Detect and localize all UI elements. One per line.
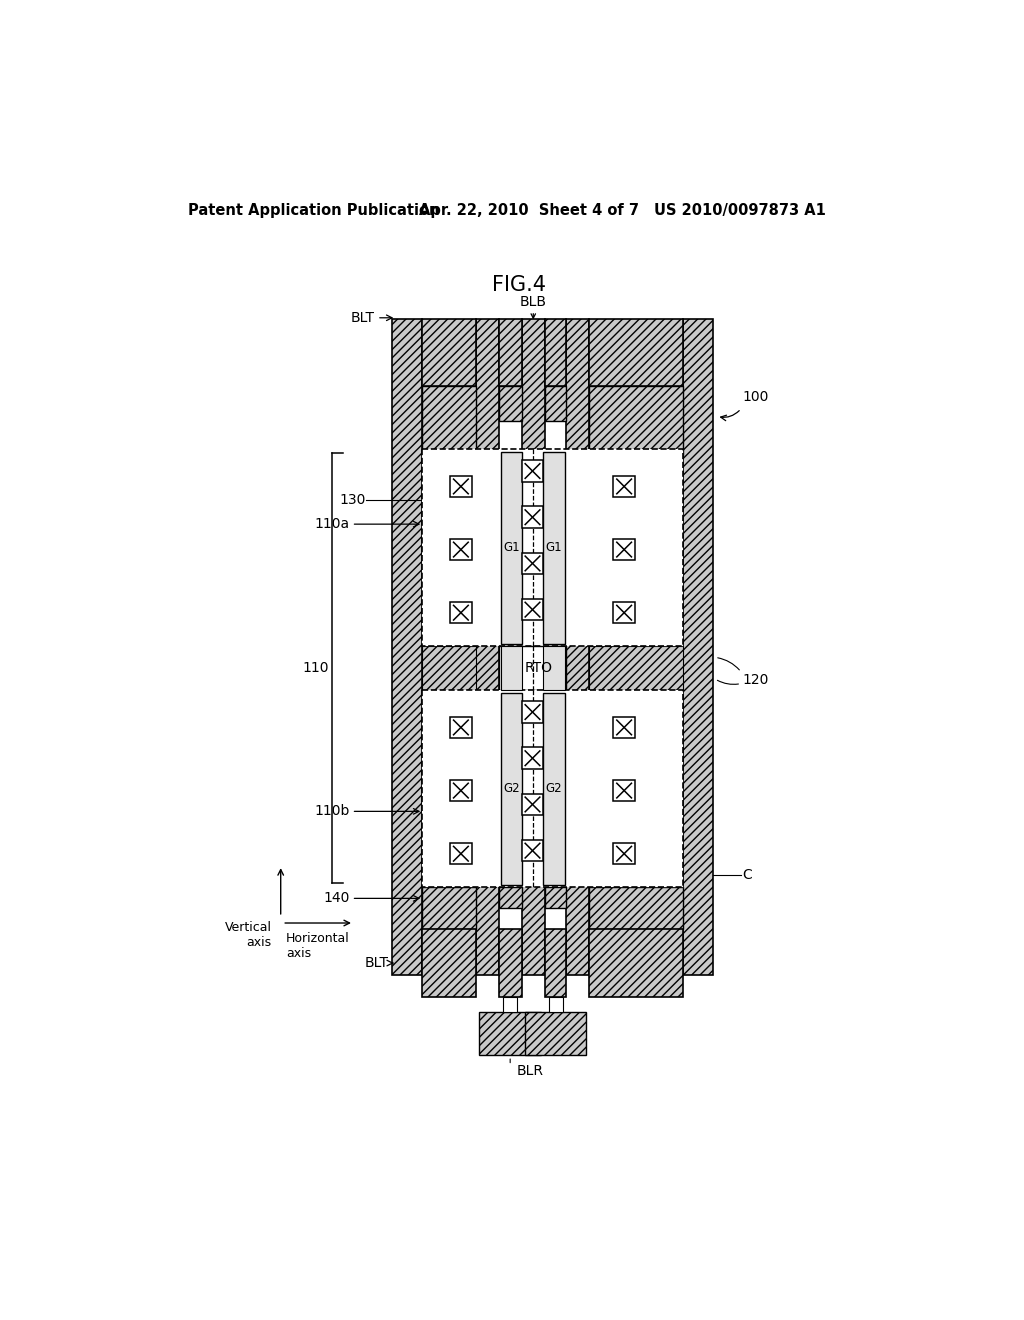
Bar: [613, 602, 635, 623]
Bar: [613, 780, 635, 801]
Bar: [524, 1012, 587, 1055]
Text: 130: 130: [339, 492, 366, 507]
Bar: [549, 997, 562, 1012]
Bar: [545, 929, 566, 997]
Text: BLB: BLB: [520, 296, 547, 309]
Bar: [590, 449, 683, 645]
Bar: [544, 451, 565, 644]
Bar: [503, 997, 517, 1012]
Text: Vertical
axis: Vertical axis: [224, 921, 271, 949]
Bar: [590, 645, 683, 690]
Bar: [476, 318, 500, 974]
Bar: [521, 793, 544, 816]
Bar: [500, 645, 566, 690]
Text: G2: G2: [504, 781, 520, 795]
Text: FIG.4: FIG.4: [493, 276, 547, 296]
Text: BLT: BLT: [365, 956, 388, 970]
Text: Apr. 22, 2010  Sheet 4 of 7: Apr. 22, 2010 Sheet 4 of 7: [419, 203, 639, 218]
Bar: [451, 717, 472, 738]
Text: 100: 100: [742, 391, 769, 404]
Bar: [451, 780, 472, 801]
Bar: [479, 1012, 541, 1055]
Text: 140: 140: [324, 891, 350, 906]
Bar: [590, 887, 683, 929]
Bar: [590, 690, 683, 887]
Bar: [451, 602, 472, 623]
Bar: [521, 747, 544, 770]
Bar: [521, 461, 544, 482]
Bar: [422, 449, 476, 645]
Bar: [521, 840, 544, 862]
Bar: [613, 843, 635, 865]
Bar: [521, 318, 545, 974]
Text: 110a: 110a: [315, 517, 350, 531]
Bar: [566, 318, 590, 974]
Bar: [422, 318, 476, 387]
Bar: [500, 318, 521, 387]
Bar: [545, 387, 566, 421]
Bar: [451, 539, 472, 560]
Bar: [451, 475, 472, 498]
Bar: [544, 693, 565, 884]
Text: 110: 110: [303, 661, 330, 675]
Text: G1: G1: [546, 541, 562, 554]
Text: BLR: BLR: [517, 1064, 544, 1078]
Bar: [545, 318, 566, 387]
Bar: [590, 929, 683, 997]
Text: G1: G1: [504, 541, 520, 554]
Bar: [521, 553, 544, 574]
Text: G2: G2: [546, 781, 562, 795]
Bar: [501, 693, 522, 884]
Bar: [422, 887, 476, 929]
Bar: [500, 929, 521, 997]
Bar: [422, 690, 683, 887]
Text: Patent Application Publication: Patent Application Publication: [188, 203, 440, 218]
Text: 120: 120: [742, 673, 769, 686]
Bar: [683, 318, 713, 974]
Bar: [422, 929, 476, 997]
Text: C: C: [742, 869, 753, 882]
Text: BLT: BLT: [350, 310, 375, 325]
Bar: [500, 387, 521, 421]
Text: US 2010/0097873 A1: US 2010/0097873 A1: [654, 203, 826, 218]
Bar: [521, 701, 544, 723]
Bar: [544, 645, 565, 690]
Bar: [613, 539, 635, 560]
Bar: [590, 387, 683, 455]
Bar: [500, 887, 521, 908]
Text: Horizontal
axis: Horizontal axis: [286, 932, 350, 960]
Bar: [521, 507, 544, 528]
Bar: [422, 690, 476, 887]
Text: RTO: RTO: [524, 661, 553, 675]
Bar: [422, 645, 476, 690]
Bar: [422, 387, 476, 455]
Bar: [590, 318, 683, 387]
Bar: [501, 451, 522, 644]
Bar: [501, 645, 522, 690]
Bar: [545, 887, 566, 908]
Bar: [451, 843, 472, 865]
Bar: [613, 717, 635, 738]
Text: 110b: 110b: [314, 804, 350, 818]
Bar: [521, 599, 544, 620]
Bar: [613, 475, 635, 498]
Bar: [392, 318, 422, 974]
Bar: [422, 449, 683, 645]
